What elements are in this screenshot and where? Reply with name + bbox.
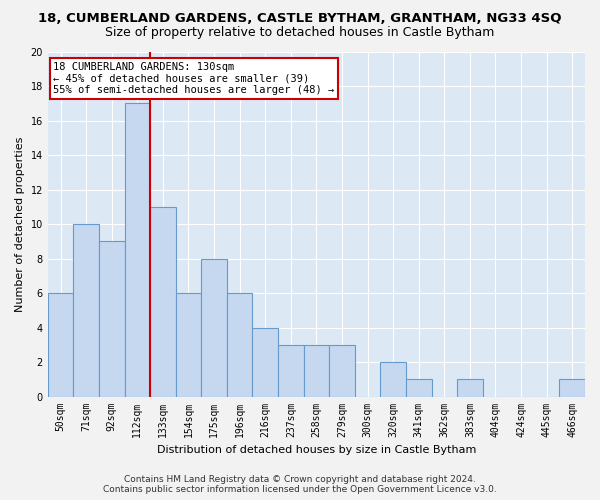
Bar bbox=[253, 328, 278, 396]
Text: 18, CUMBERLAND GARDENS, CASTLE BYTHAM, GRANTHAM, NG33 4SQ: 18, CUMBERLAND GARDENS, CASTLE BYTHAM, G… bbox=[38, 12, 562, 26]
Bar bbox=[227, 293, 253, 397]
Bar bbox=[278, 345, 304, 397]
Bar bbox=[150, 207, 176, 396]
Bar bbox=[406, 380, 431, 396]
Bar bbox=[73, 224, 99, 396]
Bar bbox=[125, 104, 150, 397]
Bar bbox=[559, 380, 585, 396]
Bar bbox=[176, 293, 201, 397]
Y-axis label: Number of detached properties: Number of detached properties bbox=[15, 136, 25, 312]
Bar bbox=[304, 345, 329, 397]
Bar bbox=[329, 345, 355, 397]
Text: 18 CUMBERLAND GARDENS: 130sqm
← 45% of detached houses are smaller (39)
55% of s: 18 CUMBERLAND GARDENS: 130sqm ← 45% of d… bbox=[53, 62, 334, 95]
Bar bbox=[48, 293, 73, 397]
Bar bbox=[457, 380, 482, 396]
X-axis label: Distribution of detached houses by size in Castle Bytham: Distribution of detached houses by size … bbox=[157, 445, 476, 455]
Text: Contains HM Land Registry data © Crown copyright and database right 2024.
Contai: Contains HM Land Registry data © Crown c… bbox=[103, 474, 497, 494]
Bar bbox=[380, 362, 406, 396]
Bar bbox=[201, 258, 227, 396]
Text: Size of property relative to detached houses in Castle Bytham: Size of property relative to detached ho… bbox=[106, 26, 494, 39]
Bar bbox=[99, 242, 125, 396]
